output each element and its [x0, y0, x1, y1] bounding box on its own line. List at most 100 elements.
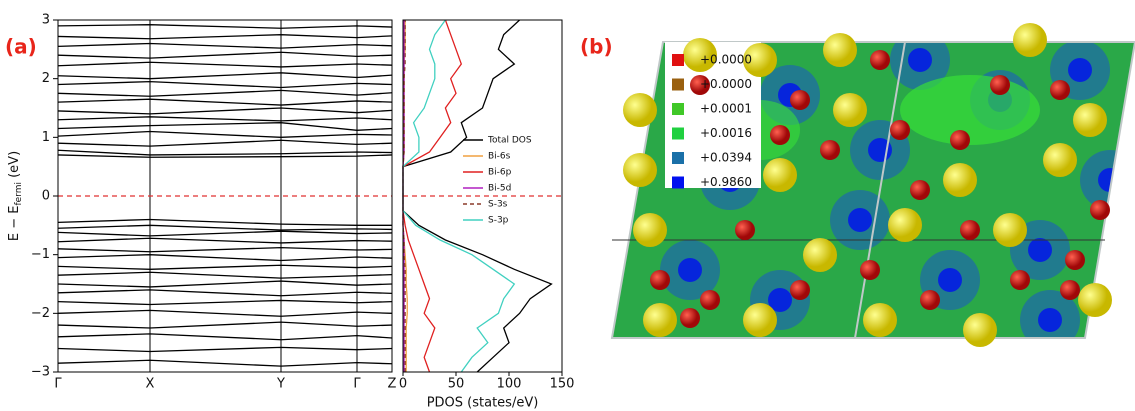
s-atom — [650, 270, 670, 290]
band-line — [58, 347, 392, 351]
y-tick-label: 0 — [42, 189, 50, 204]
density-core — [1038, 308, 1062, 332]
band-line — [58, 140, 392, 146]
density-core — [1068, 58, 1092, 82]
x-tick-label: 0 — [399, 377, 407, 392]
y-axis-label: E − Efermi (eV) — [7, 151, 24, 241]
legend-label: Total DOS — [487, 136, 532, 146]
legend-label: S-3p — [488, 216, 509, 226]
s-atom — [870, 50, 890, 70]
s-atom — [1060, 280, 1080, 300]
band-line — [58, 238, 392, 243]
page: (a) (b) Γ X Y Γ Z −3 −2 −1 0 1 2 3 E − Efermi (eV) To… — [0, 0, 1135, 411]
band-line — [58, 231, 392, 236]
band-line — [58, 219, 392, 225]
s-atom — [700, 290, 720, 310]
x-axis-label: PDOS (states/eV) — [427, 396, 539, 411]
s-atom — [1010, 270, 1030, 290]
band-line — [58, 255, 392, 261]
s-atom — [890, 120, 910, 140]
bi-atom — [763, 158, 797, 192]
legend-swatch — [672, 152, 684, 164]
bi-atom — [633, 213, 667, 247]
legend-swatch — [672, 54, 684, 66]
panel-label: (a) — [5, 35, 37, 59]
legend-label: Bi-6s — [488, 152, 511, 162]
x-tick-label: 50 — [448, 377, 465, 392]
s-atom — [680, 308, 700, 328]
s-atom — [1050, 80, 1070, 100]
density-core — [938, 268, 962, 292]
legend-label: +0.0001 — [700, 102, 752, 116]
bi-atom — [623, 153, 657, 187]
y-axis-label-part: fermi — [14, 182, 24, 206]
bi-atom — [863, 303, 897, 337]
s-atom — [860, 260, 880, 280]
legend-label: +0.0000 — [700, 53, 752, 67]
s-atom — [735, 220, 755, 240]
density-region — [900, 75, 1040, 145]
y-tick-label: −1 — [31, 247, 50, 262]
band-line — [58, 43, 392, 48]
band-line — [58, 155, 392, 157]
band-line — [58, 99, 392, 105]
band-line — [58, 265, 392, 269]
s-atom — [790, 90, 810, 110]
s-atom — [770, 125, 790, 145]
density-core — [848, 208, 872, 232]
s-atom — [790, 280, 810, 300]
s-atom — [950, 130, 970, 150]
y-tick-label: 3 — [42, 13, 50, 28]
y-tick-label: 2 — [42, 71, 50, 86]
y-tick-label: 1 — [42, 130, 50, 145]
legend-label: +0.0016 — [700, 126, 752, 140]
legend-label: Bi-5d — [488, 184, 511, 194]
band-line — [58, 310, 392, 316]
density-core — [908, 48, 932, 72]
band-line — [58, 73, 392, 79]
band-line — [58, 290, 392, 296]
bi-atom — [623, 93, 657, 127]
x-tick-label: Y — [276, 377, 285, 392]
s-atom — [960, 220, 980, 240]
y-tick-label: −3 — [31, 365, 50, 380]
band-line — [58, 272, 392, 278]
legend-swatch — [672, 128, 684, 140]
bi-atom — [1078, 283, 1112, 317]
band-line — [58, 322, 392, 328]
x-tick-label: X — [146, 377, 155, 392]
legend-label: S-3s — [488, 200, 508, 210]
s-atom — [1065, 250, 1085, 270]
band-line — [58, 117, 392, 121]
bi-atom — [1013, 23, 1047, 57]
y-tick-label: −2 — [31, 306, 50, 321]
band-line — [58, 131, 392, 137]
band-line — [58, 334, 392, 340]
x-tick-label: Γ — [54, 377, 62, 392]
x-tick-label: 150 — [550, 377, 575, 392]
bi-atom — [993, 213, 1027, 247]
x-tick-label: Z — [388, 377, 397, 392]
bi-atom — [743, 303, 777, 337]
legend-label: +0.0394 — [700, 151, 752, 165]
band-line — [58, 360, 392, 366]
x-tick-label: Γ — [353, 377, 361, 392]
bi-atom — [833, 93, 867, 127]
legend-swatch — [672, 177, 684, 189]
x-tick-label: 100 — [497, 377, 522, 392]
band-line — [58, 123, 392, 131]
bi-atom — [963, 313, 997, 347]
s-atom — [920, 290, 940, 310]
band-line — [58, 62, 392, 67]
s-atom — [990, 75, 1010, 95]
bi-atom — [803, 238, 837, 272]
density-core — [1028, 238, 1052, 262]
legend-swatch — [672, 79, 684, 91]
density-core — [678, 258, 702, 282]
s-atom — [1090, 200, 1110, 220]
legend-label: +0.0000 — [700, 77, 752, 91]
bi-atom — [1043, 143, 1077, 177]
bi-atom — [1073, 103, 1107, 137]
panel-label: (b) — [580, 35, 613, 59]
band-line — [58, 35, 392, 39]
